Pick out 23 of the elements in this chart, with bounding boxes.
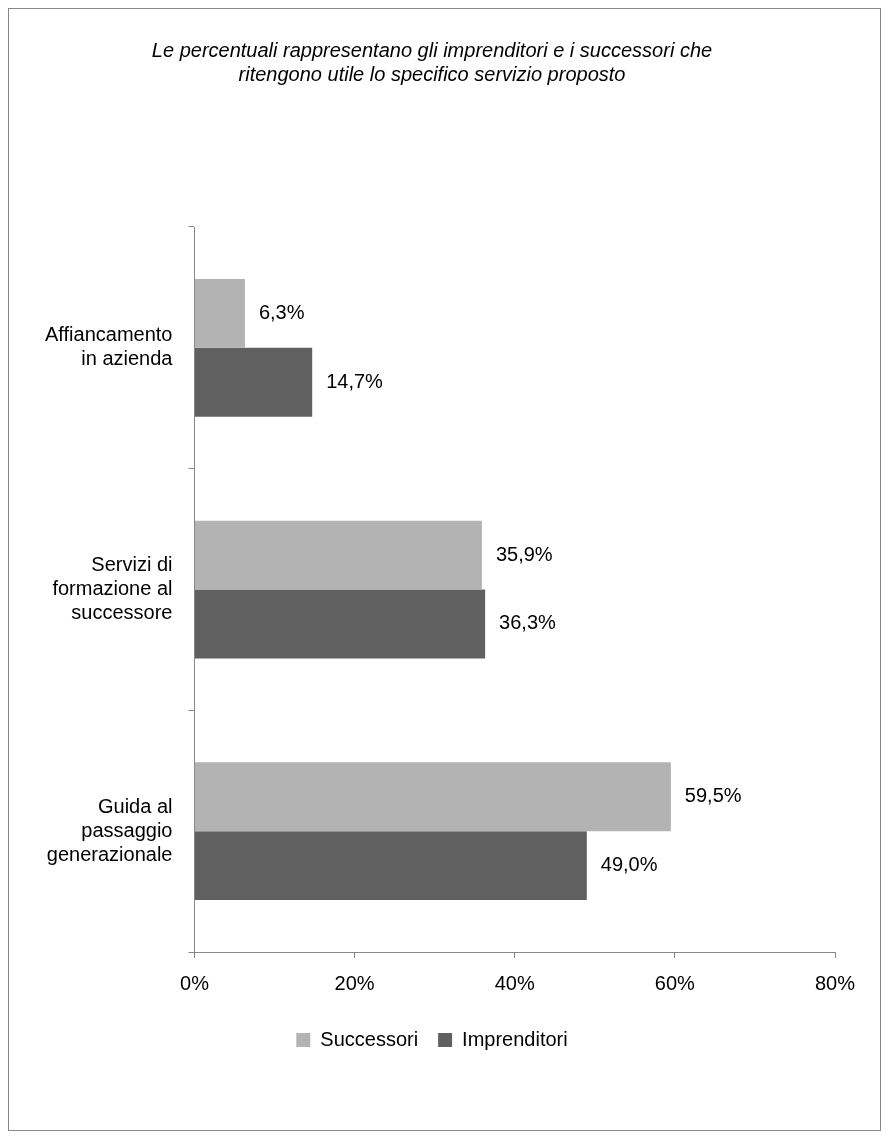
y-tick-label: Guida al passaggio generazionale xyxy=(46,794,173,865)
y-tick-label: Affiancamento in azienda xyxy=(44,323,174,370)
bar xyxy=(194,278,245,348)
x-tick-label: 60% xyxy=(654,971,696,994)
bar xyxy=(194,762,671,832)
legend-label: Successori xyxy=(320,1027,419,1050)
data-label: 49,0% xyxy=(600,853,658,876)
bar xyxy=(194,347,313,417)
y-tick-label: Servizi di formazione al successore xyxy=(52,553,173,624)
x-tick-label: 80% xyxy=(814,971,856,994)
x-tick-label: 40% xyxy=(494,971,535,994)
bar xyxy=(194,831,587,901)
data-label: 59,5% xyxy=(684,784,742,807)
x-tick-label: 0% xyxy=(180,971,210,994)
legend-label: Imprenditori xyxy=(462,1027,568,1050)
bar xyxy=(194,520,482,590)
bar xyxy=(194,589,486,659)
data-label: 6,3% xyxy=(258,300,305,323)
data-label: 14,7% xyxy=(326,369,384,392)
data-label: 36,3% xyxy=(499,611,557,634)
x-tick-label: 20% xyxy=(334,971,375,994)
chart-title: Le percentuali rappresentano gli imprenditori e i successori che ritengono utile lo specifico servizio proposto xyxy=(151,38,713,85)
data-label: 35,9% xyxy=(495,542,553,565)
